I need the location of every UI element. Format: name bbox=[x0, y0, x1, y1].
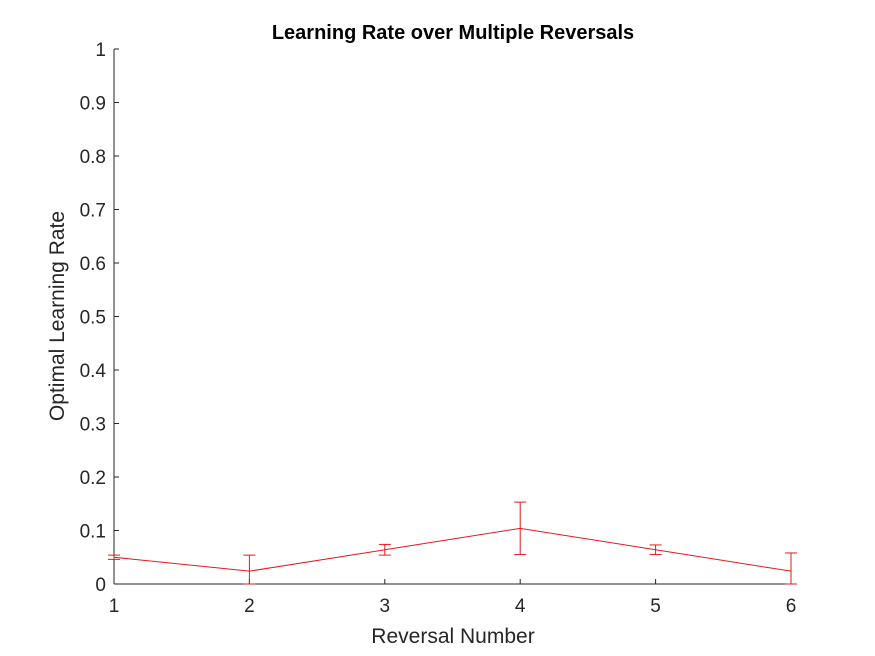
y-tick-label: 0.9 bbox=[80, 94, 106, 115]
y-tick-label: 0.1 bbox=[80, 522, 106, 543]
y-tick-label: 1 bbox=[95, 40, 106, 61]
y-tick-label: 0.7 bbox=[80, 201, 106, 222]
y-tick-label: 0.5 bbox=[80, 308, 106, 329]
axes bbox=[113, 49, 791, 585]
y-tick-label: 0 bbox=[95, 575, 106, 596]
x-axis-label: Reversal Number bbox=[371, 625, 534, 648]
error-bar bbox=[649, 544, 662, 556]
y-tick-label: 0.6 bbox=[80, 254, 106, 275]
series-group bbox=[108, 501, 797, 585]
x-tick-label: 6 bbox=[786, 596, 797, 617]
y-tick-label: 0.3 bbox=[80, 415, 106, 436]
error-bar bbox=[378, 543, 391, 556]
x-tick-label: 5 bbox=[650, 596, 661, 617]
x-tick-label: 1 bbox=[109, 596, 120, 617]
y-tick-label: 0.4 bbox=[80, 361, 107, 382]
x-ticks: 1 2 3 4 5 6 bbox=[109, 579, 797, 617]
y-ticks: 0 0.1 0.2 0.3 0.4 0.5 0.6 0.7 0.8 0.9 1 bbox=[80, 40, 119, 596]
error-bar bbox=[514, 501, 527, 556]
error-bar bbox=[785, 552, 797, 585]
x-tick-label: 3 bbox=[380, 596, 391, 617]
chart-title: Learning Rate over Multiple Reversals bbox=[272, 22, 634, 44]
error-bar bbox=[243, 554, 256, 585]
series-line bbox=[113, 527, 792, 572]
y-axis-label: Optimal Learning Rate bbox=[46, 211, 69, 421]
x-tick-label: 4 bbox=[515, 596, 526, 617]
error-bar bbox=[108, 554, 120, 560]
y-tick-label: 0.8 bbox=[80, 147, 106, 168]
y-tick-label: 0.2 bbox=[80, 468, 106, 489]
x-tick-label: 2 bbox=[244, 596, 255, 617]
